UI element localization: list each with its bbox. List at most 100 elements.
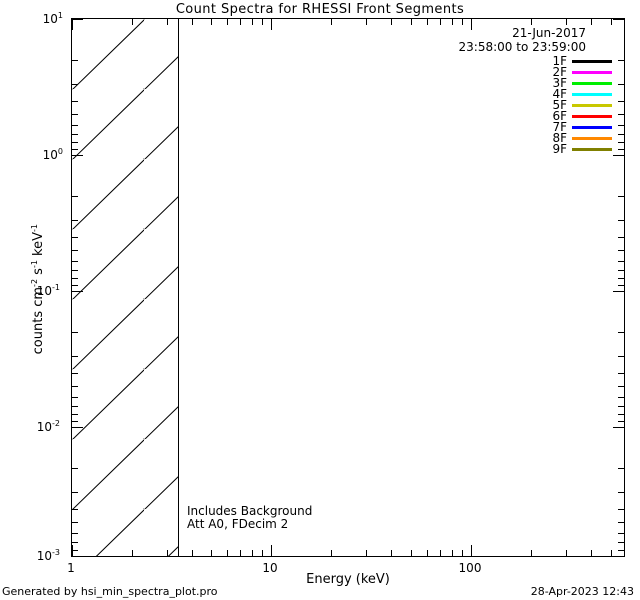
y-minor-tick	[72, 60, 78, 61]
y-major-tick	[72, 427, 83, 428]
x-minor-tick-top	[262, 19, 263, 25]
y-minor-tick	[72, 421, 78, 422]
plot-annotations: Includes Background Att A0, FDecim 2	[187, 505, 312, 531]
y-minor-tick	[72, 509, 78, 510]
x-minor-tick-top	[227, 19, 228, 25]
y-minor-tick	[72, 533, 78, 534]
footer-generator-text: Generated by hsi_min_spectra_plot.pro	[2, 585, 218, 598]
footer-timestamp: 28-Apr-2023 12:43	[530, 585, 634, 598]
y-minor-tick-right	[618, 278, 624, 279]
x-minor-tick-top	[240, 19, 241, 25]
x-minor-tick	[192, 550, 193, 556]
plot-area: Includes Background Att A0, FDecim 2	[71, 18, 625, 557]
x-minor-tick-top	[167, 19, 168, 25]
legend-item-3f[interactable]: 3F	[430, 76, 626, 90]
y-minor-tick-right	[618, 386, 624, 387]
y-minor-tick	[72, 522, 78, 523]
y-minor-tick-right	[618, 220, 624, 221]
y-tick-label: 100	[42, 147, 63, 162]
x-major-tick	[271, 545, 272, 556]
y-minor-tick	[72, 492, 78, 493]
y-minor-tick-right	[618, 101, 624, 102]
x-minor-tick-top	[391, 19, 392, 25]
x-minor-tick-top	[462, 19, 463, 25]
legend-color-swatch	[572, 104, 612, 107]
y-minor-tick-right	[618, 270, 624, 271]
x-minor-tick	[366, 550, 367, 556]
y-minor-tick-right	[618, 356, 624, 357]
y-minor-tick-right	[618, 237, 624, 238]
legend-entries: 1F 2F 3F 4F 5F 6F 7F 8F 9F	[430, 55, 626, 156]
x-minor-tick	[452, 550, 453, 556]
y-minor-tick-right	[618, 134, 624, 135]
legend-color-swatch	[572, 71, 612, 74]
legend-color-swatch	[572, 126, 612, 129]
legend-item-4f[interactable]: 4F	[430, 87, 626, 101]
annotation-line-1: Includes Background	[187, 504, 313, 518]
legend-color-swatch	[572, 137, 612, 140]
y-minor-tick-right	[618, 261, 624, 262]
y-minor-tick-right	[618, 406, 624, 407]
y-minor-tick	[72, 149, 78, 150]
y-minor-tick-right	[618, 468, 624, 469]
legend-item-5f[interactable]: 5F	[430, 98, 626, 112]
plot-canvas: Includes Background Att A0, FDecim 2	[72, 19, 624, 556]
x-minor-tick	[211, 550, 212, 556]
x-minor-tick-top	[192, 19, 193, 25]
legend-time-range: 23:58:00 to 23:59:00	[458, 40, 586, 54]
legend-color-swatch	[572, 60, 612, 63]
y-minor-tick-right	[618, 332, 624, 333]
legend-color-swatch	[572, 93, 612, 96]
y-minor-tick-right	[618, 196, 624, 197]
x-minor-tick	[391, 550, 392, 556]
y-minor-tick-right	[618, 542, 624, 543]
y-minor-tick	[72, 196, 78, 197]
y-minor-tick-right	[618, 550, 624, 551]
x-minor-tick-top	[252, 19, 253, 25]
y-major-tick-right	[613, 427, 624, 428]
y-minor-tick	[72, 270, 78, 271]
y-minor-tick-right	[618, 421, 624, 422]
y-minor-tick-right	[618, 373, 624, 374]
legend-item-label: 9F	[552, 142, 567, 156]
y-minor-tick-right	[618, 114, 624, 115]
x-minor-tick-top	[440, 19, 441, 25]
y-minor-tick	[72, 134, 78, 135]
x-minor-tick	[462, 550, 463, 556]
y-minor-tick	[72, 397, 78, 398]
x-minor-tick	[262, 550, 263, 556]
y-minor-tick-right	[618, 250, 624, 251]
x-major-tick-top	[471, 19, 472, 30]
x-minor-tick	[566, 550, 567, 556]
legend-item-label: 3F	[552, 76, 567, 90]
x-minor-tick-top	[211, 19, 212, 25]
x-minor-tick	[427, 550, 428, 556]
y-minor-tick-right	[618, 509, 624, 510]
y-minor-tick-right	[618, 397, 624, 398]
y-tick-label: 10-1	[36, 283, 60, 298]
legend-date: 21-Jun-2017	[512, 26, 586, 40]
legend-item-7f[interactable]: 7F	[430, 121, 626, 133]
legend-item-9f[interactable]: 9F	[430, 142, 626, 156]
x-minor-tick-top	[331, 19, 332, 25]
x-minor-tick	[440, 550, 441, 556]
x-tick-label: 1	[67, 561, 75, 575]
y-minor-tick-right	[618, 60, 624, 61]
legend-item-6f[interactable]: 6F	[430, 110, 626, 122]
legend-item-label: 5F	[552, 98, 567, 112]
y-minor-tick	[72, 542, 78, 543]
y-minor-tick	[72, 332, 78, 333]
x-minor-tick-top	[611, 19, 612, 25]
y-minor-tick	[72, 406, 78, 407]
legend-item-2f[interactable]: 2F	[430, 66, 626, 78]
y-minor-tick	[72, 356, 78, 357]
legend-item-label: 4F	[552, 87, 567, 101]
y-minor-tick	[72, 142, 78, 143]
y-minor-tick	[72, 114, 78, 115]
legend-item-1f[interactable]: 1F	[430, 55, 626, 67]
legend-item-8f[interactable]: 8F	[430, 132, 626, 144]
y-major-tick	[72, 291, 83, 292]
x-minor-tick	[531, 550, 532, 556]
y-minor-tick	[72, 125, 78, 126]
y-major-tick-right	[613, 155, 624, 156]
